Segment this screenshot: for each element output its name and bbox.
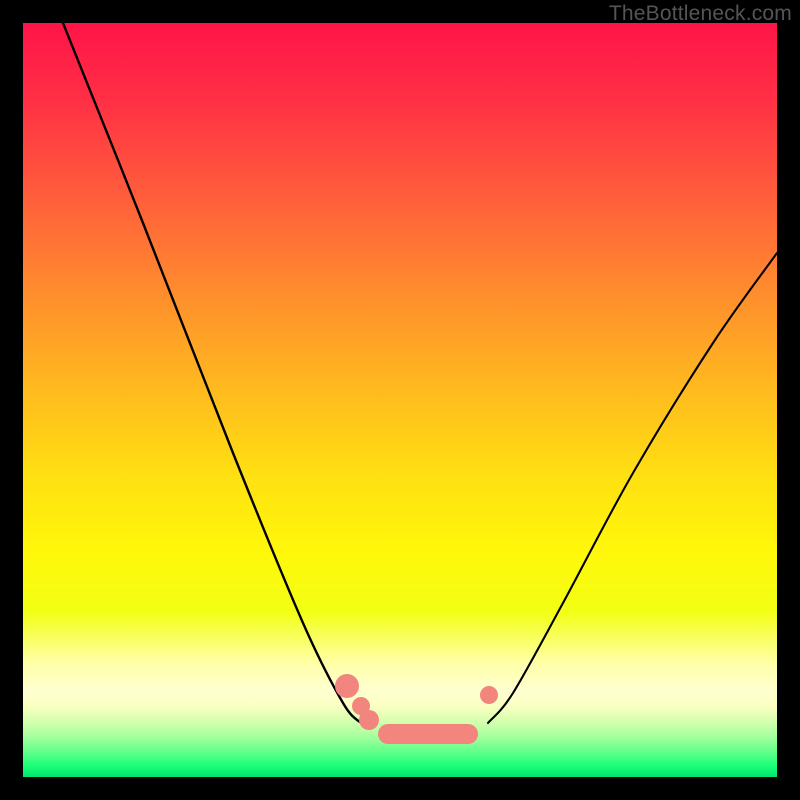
outer-frame: TheBottleneck.com [0, 0, 800, 800]
bottleneck-curve-left [63, 23, 361, 723]
watermark-text: TheBottleneck.com [609, 2, 792, 26]
curve-layer [23, 23, 777, 777]
highlight-pill [378, 724, 478, 744]
plot-area [23, 23, 777, 777]
bottleneck-curve-right [488, 253, 777, 723]
highlight-dot [480, 686, 498, 704]
highlight-dot [335, 674, 359, 698]
highlight-blobs [335, 674, 498, 744]
highlight-dot [359, 710, 379, 730]
